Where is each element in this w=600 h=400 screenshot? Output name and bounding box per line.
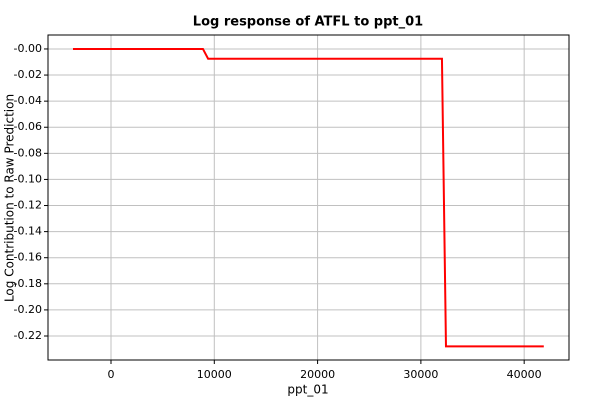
y-tick-label: -0.10 [14, 172, 42, 185]
y-tick-label: -0.20 [14, 303, 42, 316]
line [72, 47, 544, 348]
y-tick-label: -0.00 [14, 42, 42, 55]
y-tick-label: -0.16 [14, 251, 42, 264]
x-tick-label: 30000 [403, 368, 438, 381]
y-tick-label: -0.08 [14, 146, 42, 159]
x-tick-label: 20000 [300, 368, 335, 381]
y-tick-label: -0.06 [14, 120, 42, 133]
y-tick-label: -0.12 [14, 199, 42, 212]
y-tick-label: -0.18 [14, 277, 42, 290]
x-axis-label: ppt_01 [287, 383, 328, 397]
y-tick-label: -0.02 [14, 68, 42, 81]
y-tick-label: -0.22 [14, 329, 42, 342]
plot-frame [47, 34, 570, 361]
y-tick-label: -0.04 [14, 94, 42, 107]
chart-title: Log response of ATFL to ppt_01 [193, 15, 423, 30]
y-tick-label: -0.14 [14, 225, 42, 238]
x-tick-label: 10000 [197, 368, 232, 381]
x-tick-label: 40000 [507, 368, 542, 381]
y-axis-label: Log Contribution to Raw Prediction [3, 94, 17, 302]
x-tick-label: 0 [108, 368, 115, 381]
